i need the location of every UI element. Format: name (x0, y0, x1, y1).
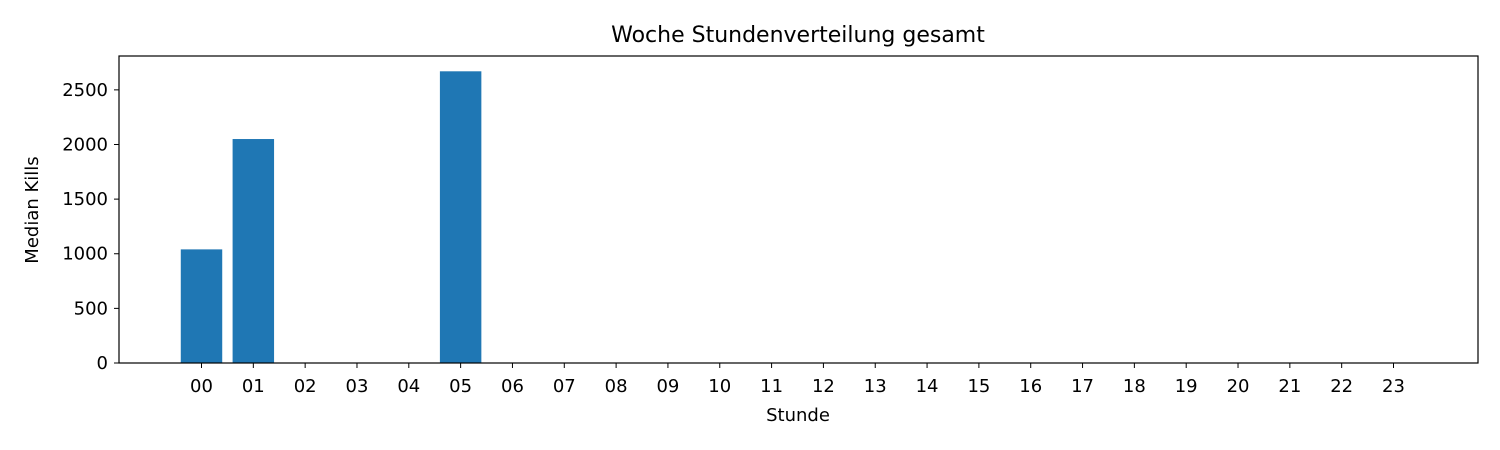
x-tick-label: 14 (916, 376, 939, 397)
bars-group (180, 71, 482, 364)
plot-frame (118, 55, 1479, 364)
x-tick-label: 08 (605, 376, 628, 397)
x-axis-ticks: 00 01 02 03 04 05 06 07 08 09 10 11 12 13 14 15 16 17 18 19… (190, 363, 1405, 397)
x-tick-label: 06 (501, 376, 524, 397)
y-tick-label: 1500 (62, 189, 108, 210)
x-tick-label: 21 (1278, 376, 1301, 397)
x-tick-label: 00 (190, 376, 213, 397)
x-tick-label: 03 (346, 376, 369, 397)
x-tick-label: 02 (294, 376, 317, 397)
x-tick-label: 23 (1382, 376, 1405, 397)
y-tick-label: 0 (97, 353, 108, 374)
x-tick-label: 17 (1071, 376, 1094, 397)
y-tick-label: 2500 (62, 80, 108, 101)
y-tick-label: 2000 (62, 134, 108, 155)
y-axis-ticks: 0 500 1000 1500 2000 2500 (62, 80, 119, 374)
x-tick-label: 15 (967, 376, 990, 397)
bar-05 (439, 71, 482, 364)
y-tick-label: 500 (74, 298, 108, 319)
x-tick-label: 18 (1123, 376, 1146, 397)
x-tick-label: 01 (242, 376, 265, 397)
x-tick-label: 13 (864, 376, 887, 397)
x-tick-label: 10 (708, 376, 731, 397)
x-axis-label: Stunde (766, 405, 830, 426)
bar-01 (232, 139, 275, 363)
x-tick-label: 19 (1175, 376, 1198, 397)
x-tick-label: 05 (449, 376, 472, 397)
chart-title: Woche Stundenverteilung gesamt (611, 23, 985, 48)
y-tick-label: 1000 (62, 244, 108, 265)
x-tick-label: 16 (1019, 376, 1042, 397)
y-axis-label: Median Kills (22, 156, 43, 263)
x-tick-label: 09 (656, 376, 679, 397)
x-tick-label: 04 (397, 376, 420, 397)
x-tick-label: 12 (812, 376, 835, 397)
bar-00 (180, 249, 223, 363)
x-tick-label: 11 (760, 376, 783, 397)
x-tick-label: 22 (1330, 376, 1353, 397)
x-tick-label: 20 (1227, 376, 1250, 397)
x-tick-label: 07 (553, 376, 576, 397)
